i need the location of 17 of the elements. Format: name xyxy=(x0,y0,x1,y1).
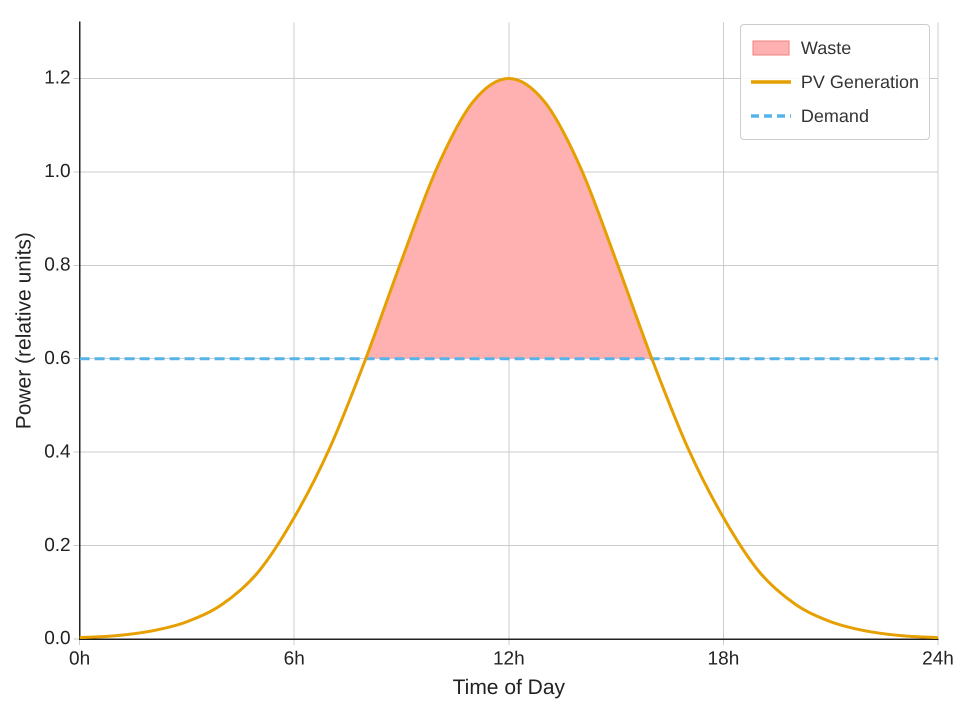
y-axis-title: Power (relative units) xyxy=(12,232,36,430)
legend-label: Demand xyxy=(800,106,869,126)
x-tick-label: 18h xyxy=(708,648,740,670)
y-tick-label: 0.6 xyxy=(44,348,71,369)
legend-label: Waste xyxy=(800,38,852,58)
x-tick-label: 0h xyxy=(69,648,90,670)
x-axis-title: Time of Day xyxy=(452,676,566,700)
x-tick-label: 6h xyxy=(284,648,305,670)
y-tick-label: 1.0 xyxy=(44,161,71,182)
legend-label: PV Generation xyxy=(800,72,919,92)
x-tick-label: 24h xyxy=(922,648,954,670)
x-tick-label: 12h xyxy=(492,648,525,670)
y-tick-label: 0.8 xyxy=(44,254,71,276)
y-tick-label: 0.2 xyxy=(44,534,71,556)
y-tick-label: 0.4 xyxy=(44,441,72,462)
y-tick-label: 0.0 xyxy=(44,628,71,650)
y-tick-label: 1.2 xyxy=(44,68,71,89)
